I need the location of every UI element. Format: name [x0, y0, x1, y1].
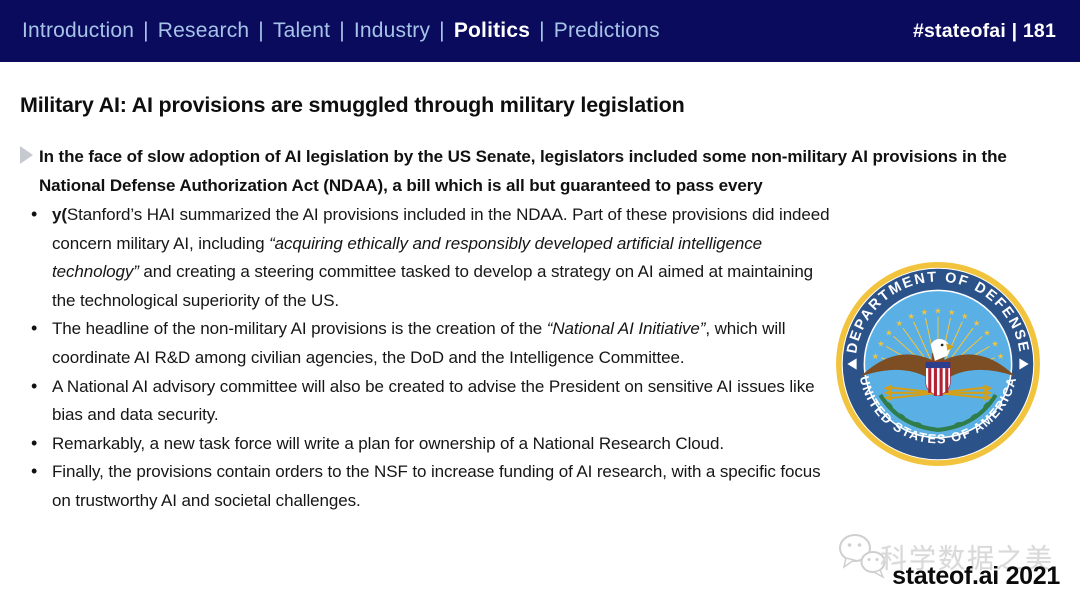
- bullet-text: Stanford’s HAI summarized the AI provisi…: [52, 205, 830, 253]
- nav-menu: Introduction | Research | Talent | Industry | Po…: [22, 19, 660, 43]
- slide-page-tag: #stateofai | 181: [912, 19, 1056, 42]
- bullet-text: Remarkably, a new task force will write …: [52, 433, 724, 453]
- nav-item-predictions[interactable]: Predictions: [553, 19, 660, 42]
- nav-separator: |: [439, 19, 445, 42]
- bullet-list: y(Stanford’s HAI summarized the AI provi…: [30, 200, 832, 516]
- nav-separator: |: [258, 19, 264, 42]
- svg-text:★: ★: [934, 306, 941, 316]
- svg-text:★: ★: [908, 311, 915, 321]
- bullet-text-italic: “National AI Initiative”: [546, 319, 706, 339]
- seal-left-arrow-icon: [847, 358, 857, 370]
- nav-item-industry[interactable]: Industry: [353, 19, 431, 42]
- nav-separator: |: [539, 19, 545, 42]
- brand-logo-text: stateof.ai 2021: [892, 562, 1060, 590]
- bullet-text: The headline of the non-military AI prov…: [52, 319, 547, 339]
- page-title: Military AI: AI provisions are smuggled …: [20, 93, 685, 117]
- intro-text: In the face of slow adoption of AI legis…: [39, 147, 1007, 195]
- triangle-marker-icon: [20, 146, 33, 164]
- bullet-text: Finally, the provisions contain orders t…: [52, 462, 821, 510]
- svg-text:★: ★: [991, 338, 998, 348]
- svg-text:★: ★: [948, 307, 955, 317]
- bullet-item-4: Remarkably, a new task force will write …: [30, 429, 832, 459]
- svg-text:★: ★: [961, 311, 968, 321]
- bullet-item-2: The headline of the non-military AI prov…: [30, 314, 832, 372]
- bullet-item-3: A National AI advisory committee will al…: [30, 372, 832, 430]
- nav-separator: |: [143, 19, 149, 42]
- bullet-item-1: y(Stanford’s HAI summarized the AI provi…: [30, 200, 832, 315]
- svg-text:★: ★: [921, 307, 928, 317]
- header-bar: Introduction | Research | Talent | Industry | Po…: [0, 0, 1080, 62]
- wechat-icon: [839, 534, 886, 579]
- watermark-text: 科学数据之美: [880, 544, 1054, 574]
- bullet-item-5: Finally, the provisions contain orders t…: [30, 457, 832, 515]
- seal-laurel: [878, 393, 998, 432]
- seal-stars: ★★★ ★★ ★ ★ ★ ★ ★★★ ★: [872, 306, 1005, 362]
- svg-text:★: ★: [872, 351, 879, 361]
- nav-item-politics[interactable]: Politics: [453, 19, 531, 42]
- bullet-text: , which will coordinate AI R&D among civ…: [52, 319, 786, 367]
- bullet-text: and creating a steering committee tasked…: [52, 262, 814, 310]
- svg-text:★: ★: [885, 327, 892, 337]
- dod-seal: DEPARTMENT OF DEFENSE UNITED STATES OF A…: [836, 262, 1040, 466]
- svg-text:★: ★: [973, 318, 980, 328]
- nav-item-introduction[interactable]: Introduction: [22, 19, 135, 42]
- seal-right-arrow-icon: [1019, 358, 1029, 370]
- bullet-text-italic: “acquiring ethically and responsibly dev…: [52, 233, 762, 282]
- nav-item-research[interactable]: Research: [157, 19, 250, 42]
- svg-text:★: ★: [877, 338, 884, 348]
- eagle-icon: [860, 338, 1016, 397]
- intro-block: In the face of slow adoption of AI legis…: [20, 142, 1065, 200]
- overlap-artifact: y(: [52, 205, 67, 224]
- bullet-text: A National AI advisory committee will al…: [52, 376, 815, 425]
- svg-text:★: ★: [983, 327, 990, 337]
- nav-item-talent[interactable]: Talent: [272, 19, 331, 42]
- svg-text:★: ★: [997, 351, 1004, 361]
- svg-text:★: ★: [896, 318, 903, 328]
- nav-separator: |: [339, 19, 345, 42]
